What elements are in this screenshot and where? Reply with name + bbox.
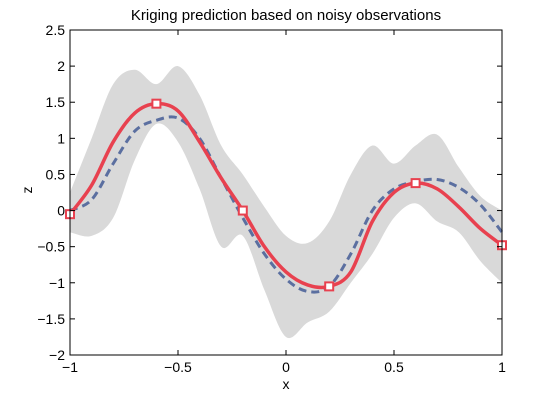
y-tick-label: −2 xyxy=(49,347,65,363)
chart-title: Kriging prediction based on noisy observ… xyxy=(131,7,441,24)
y-tick-label: −1 xyxy=(49,275,65,291)
y-tick-label: −1.5 xyxy=(37,311,65,327)
x-axis-label: x xyxy=(283,376,290,392)
x-tick-label: 1 xyxy=(498,359,506,375)
y-tick-label: 2.5 xyxy=(46,22,66,38)
y-axis-label: z xyxy=(19,187,35,194)
observation-point-3 xyxy=(237,205,248,216)
observation-point-2 xyxy=(151,98,162,109)
y-tick-label: 0.5 xyxy=(46,166,66,182)
plot-area xyxy=(65,65,507,339)
true-function-line xyxy=(69,115,504,294)
y-tick-label: −0.5 xyxy=(37,239,65,255)
x-tick-label: 0 xyxy=(282,359,290,375)
confidence-band xyxy=(70,65,502,339)
axes: −1 −0.5 0 0.5 1 −2 −1.5 −1 −0.5 0 0.5 1 1.5 2 2.5 xyxy=(37,22,506,375)
y-tick-label: 2 xyxy=(57,58,65,74)
x-tick-label: −0.5 xyxy=(164,359,192,375)
x-tick-label: 0.5 xyxy=(384,359,404,375)
y-tick-label: 1.5 xyxy=(46,94,66,110)
y-tick-label: 0 xyxy=(57,203,65,219)
observation-point-5 xyxy=(410,178,421,189)
observation-point-4 xyxy=(324,281,335,292)
prediction-line xyxy=(68,101,504,290)
x-tick-label: −1 xyxy=(62,359,78,375)
y-tick-label: 1 xyxy=(57,130,65,146)
